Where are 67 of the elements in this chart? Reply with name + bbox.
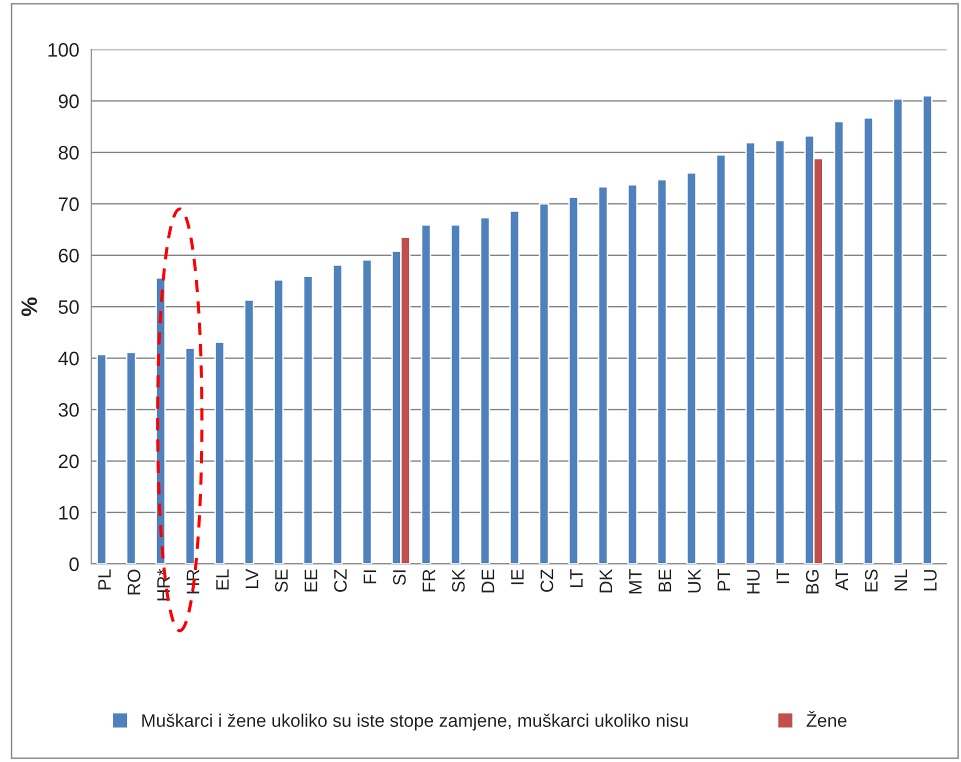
bar — [892, 98, 904, 564]
bar — [568, 196, 579, 564]
y-tick-label: 50 — [58, 300, 79, 314]
y-tick-label: 0 — [69, 557, 79, 572]
bar — [656, 178, 668, 564]
legend-label: Žene — [806, 710, 846, 727]
x-tick-label: FR — [422, 570, 436, 592]
x-tick-label: EE — [304, 570, 318, 592]
y-tick-label: 10 — [59, 506, 79, 520]
x-tick-label: SK — [452, 568, 465, 592]
bar — [96, 354, 107, 564]
bar — [362, 259, 372, 564]
bar — [244, 299, 254, 564]
x-tick-label: LV — [246, 568, 258, 588]
bar — [302, 276, 314, 564]
bar — [538, 203, 550, 564]
x-tick-label: CZ — [334, 569, 347, 592]
x-tick-label: RO — [128, 570, 140, 594]
y-tick-label: 70 — [58, 197, 79, 212]
y-tick-label: 30 — [58, 403, 79, 417]
x-tick-label: LU — [924, 570, 937, 590]
bar — [480, 217, 490, 564]
bar — [598, 186, 608, 564]
bar — [214, 342, 225, 564]
x-tick-label: PL — [98, 569, 111, 590]
legend-label: Muškarci i žene ukoliko su iste stope zamjene, muškarci ukoliko nisu — [142, 714, 688, 731]
x-tick-label: BE — [658, 570, 672, 592]
y-tick-label: 40 — [58, 352, 79, 366]
x-tick-label: BG — [806, 570, 819, 594]
bar — [420, 224, 432, 564]
x-tick-label: DE — [482, 570, 494, 592]
x-tick-label: LT — [570, 569, 583, 587]
x-tick-label: UK — [688, 568, 701, 592]
bar — [863, 117, 874, 564]
y-axis-title: % — [21, 297, 38, 316]
x-tick-label: MT — [629, 569, 642, 594]
bar — [509, 210, 520, 564]
y-tick-label: 90 — [58, 94, 79, 108]
x-tick-label: IE — [511, 570, 524, 584]
bar — [922, 95, 933, 564]
x-tick-label: FI — [364, 570, 376, 584]
bar — [184, 348, 196, 564]
bar — [332, 264, 343, 564]
bar — [716, 154, 726, 564]
y-tick-label: 100 — [48, 43, 79, 57]
x-tick-label: HU — [747, 570, 760, 594]
x-tick-label: AT — [836, 569, 848, 590]
bar — [745, 142, 756, 564]
x-tick-label: SE — [275, 570, 288, 592]
y-tick-label: 20 — [58, 454, 79, 468]
x-tick-label: NL — [894, 569, 908, 590]
x-tick-label: IT — [776, 569, 790, 584]
x-tick-label: EL — [216, 569, 229, 590]
bar — [774, 140, 786, 564]
x-tick-label: CZ — [540, 569, 554, 592]
bar — [273, 279, 284, 564]
x-tick-label: SI — [393, 570, 406, 585]
bar — [126, 352, 136, 564]
y-tick-label: 80 — [58, 146, 79, 160]
bar — [834, 120, 844, 564]
bar — [686, 172, 697, 564]
x-tick-label: DK — [600, 568, 612, 592]
bar — [450, 224, 461, 564]
x-tick-label: ES — [864, 570, 878, 592]
bar — [627, 184, 638, 564]
y-tick-label: 60 — [58, 248, 79, 263]
x-tick-label: PT — [718, 569, 730, 590]
